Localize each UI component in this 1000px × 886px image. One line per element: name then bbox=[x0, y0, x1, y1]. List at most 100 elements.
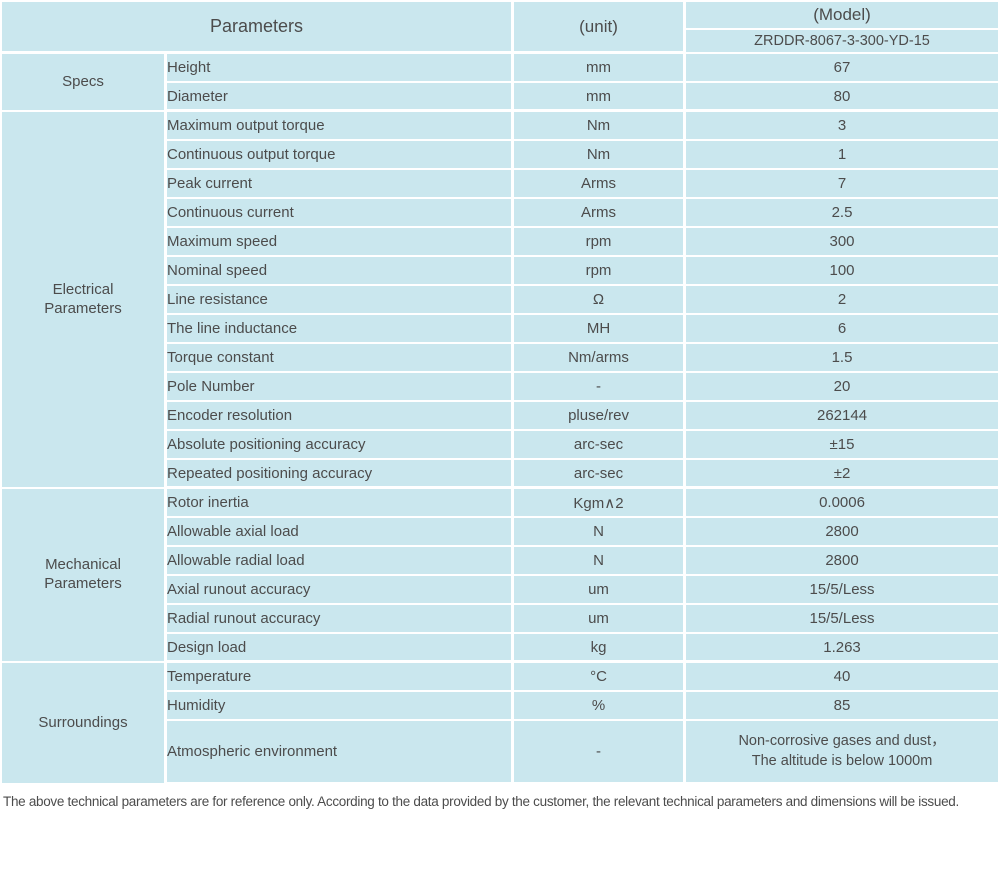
value-cell: 0.0006 bbox=[686, 489, 999, 518]
table-row: Maximum speed rpm 300 bbox=[2, 228, 999, 257]
unit-cell: um bbox=[514, 605, 687, 634]
param-cell: Design load bbox=[167, 634, 515, 663]
section-cell-surroundings: Surroundings bbox=[2, 663, 167, 785]
table-header-row-1: Parameters (unit) (Model) bbox=[2, 2, 999, 54]
table-row: Radial runout accuracy um 15/5/Less bbox=[2, 605, 999, 634]
table-row: The line inductance MH 6 bbox=[2, 315, 999, 344]
table-row: Allowable radial load N 2800 bbox=[2, 547, 999, 576]
header-unit: (unit) bbox=[514, 2, 687, 54]
value-cell: Non-corrosive gases and dust， The altitu… bbox=[686, 721, 999, 785]
value-cell: 7 bbox=[686, 170, 999, 199]
value-cell: 2.5 bbox=[686, 199, 999, 228]
unit-cell: °C bbox=[514, 663, 687, 692]
unit-cell: mm bbox=[514, 54, 687, 83]
value-cell: 67 bbox=[686, 54, 999, 83]
table-row: Continuous current Arms 2.5 bbox=[2, 199, 999, 228]
param-cell: Torque constant bbox=[167, 344, 515, 373]
param-cell: Humidity bbox=[167, 692, 515, 721]
value-cell: 40 bbox=[686, 663, 999, 692]
value-cell: 2800 bbox=[686, 518, 999, 547]
unit-cell: rpm bbox=[514, 257, 687, 286]
unit-cell: um bbox=[514, 576, 687, 605]
param-cell: Axial runout accuracy bbox=[167, 576, 515, 605]
value-cell: 262144 bbox=[686, 402, 999, 431]
table-row: Design load kg 1.263 bbox=[2, 634, 999, 663]
section-cell-electrical: Electrical Parameters bbox=[2, 112, 167, 489]
param-cell: Allowable radial load bbox=[167, 547, 515, 576]
table-row: Line resistance Ω 2 bbox=[2, 286, 999, 315]
value-cell: ±2 bbox=[686, 460, 999, 489]
table-row: Absolute positioning accuracy arc-sec ±1… bbox=[2, 431, 999, 460]
value-cell: 15/5/Less bbox=[686, 576, 999, 605]
param-cell: Absolute positioning accuracy bbox=[167, 431, 515, 460]
value-cell: 80 bbox=[686, 83, 999, 112]
table-row: Allowable axial load N 2800 bbox=[2, 518, 999, 547]
table-row: Atmospheric environment - Non-corrosive … bbox=[2, 721, 999, 785]
param-cell: Line resistance bbox=[167, 286, 515, 315]
unit-cell: mm bbox=[514, 83, 687, 112]
param-cell: Continuous current bbox=[167, 199, 515, 228]
param-cell: Atmospheric environment bbox=[167, 721, 515, 785]
unit-cell: pluse/rev bbox=[514, 402, 687, 431]
param-cell: Nominal speed bbox=[167, 257, 515, 286]
table-row: Continuous output torque Nm 1 bbox=[2, 141, 999, 170]
unit-cell: - bbox=[514, 373, 687, 402]
table-row: Surroundings Temperature °C 40 bbox=[2, 663, 999, 785]
unit-cell: N bbox=[514, 518, 687, 547]
param-cell: The line inductance bbox=[167, 315, 515, 344]
section-cell-mechanical: Mechanical Parameters bbox=[2, 489, 167, 663]
value-cell: 85 bbox=[686, 692, 999, 721]
table-row: Repeated positioning accuracy arc-sec ±2 bbox=[2, 460, 999, 489]
table-row: Electrical Parameters Maximum output tor… bbox=[2, 112, 999, 489]
unit-cell: arc-sec bbox=[514, 431, 687, 460]
param-cell: Maximum speed bbox=[167, 228, 515, 257]
param-cell: Pole Number bbox=[167, 373, 515, 402]
table-row: Axial runout accuracy um 15/5/Less bbox=[2, 576, 999, 605]
section-cell-specs: Specs bbox=[2, 54, 167, 112]
unit-cell: N bbox=[514, 547, 687, 576]
param-cell: Repeated positioning accuracy bbox=[167, 460, 515, 489]
table-row: Diameter mm 80 bbox=[2, 83, 999, 112]
table-header-row-2: ZRDDR-8067-3-300-YD-15 bbox=[2, 30, 999, 54]
param-cell: Height bbox=[167, 54, 515, 83]
param-cell: Diameter bbox=[167, 83, 515, 112]
table-row: Peak current Arms 7 bbox=[2, 170, 999, 199]
unit-cell: arc-sec bbox=[514, 460, 687, 489]
param-cell: Radial runout accuracy bbox=[167, 605, 515, 634]
unit-cell: Nm bbox=[514, 141, 687, 170]
unit-cell: Nm/arms bbox=[514, 344, 687, 373]
param-cell: Maximum output torque bbox=[167, 112, 515, 141]
table-row: Specs Height mm 67 bbox=[2, 54, 999, 112]
unit-cell: Kgm∧2 bbox=[514, 489, 687, 518]
value-cell: 20 bbox=[686, 373, 999, 402]
table-row: Pole Number - 20 bbox=[2, 373, 999, 402]
unit-cell: Nm bbox=[514, 112, 687, 141]
unit-cell: kg bbox=[514, 634, 687, 663]
value-cell: 300 bbox=[686, 228, 999, 257]
table-row: Torque constant Nm/arms 1.5 bbox=[2, 344, 999, 373]
param-cell: Rotor inertia bbox=[167, 489, 515, 518]
table-row: Mechanical Parameters Rotor inertia Kgm∧… bbox=[2, 489, 999, 663]
value-cell: 100 bbox=[686, 257, 999, 286]
value-cell: ±15 bbox=[686, 431, 999, 460]
unit-cell: % bbox=[514, 692, 687, 721]
param-cell: Continuous output torque bbox=[167, 141, 515, 170]
table-row: Humidity % 85 bbox=[2, 692, 999, 721]
value-cell: 3 bbox=[686, 112, 999, 141]
param-cell: Temperature bbox=[167, 663, 515, 692]
param-cell: Peak current bbox=[167, 170, 515, 199]
unit-cell: Ω bbox=[514, 286, 687, 315]
value-cell: 1 bbox=[686, 141, 999, 170]
param-cell: Encoder resolution bbox=[167, 402, 515, 431]
header-parameters: Parameters bbox=[2, 2, 515, 54]
value-cell: 2800 bbox=[686, 547, 999, 576]
param-cell: Allowable axial load bbox=[167, 518, 515, 547]
value-cell: 1.263 bbox=[686, 634, 999, 663]
value-cell: 2 bbox=[686, 286, 999, 315]
spec-table: Parameters (unit) (Model) ZRDDR-8067-3-3… bbox=[2, 2, 999, 785]
table-row: Nominal speed rpm 100 bbox=[2, 257, 999, 286]
unit-cell: rpm bbox=[514, 228, 687, 257]
header-model: (Model) bbox=[686, 2, 999, 30]
value-cell: 6 bbox=[686, 315, 999, 344]
unit-cell: MH bbox=[514, 315, 687, 344]
